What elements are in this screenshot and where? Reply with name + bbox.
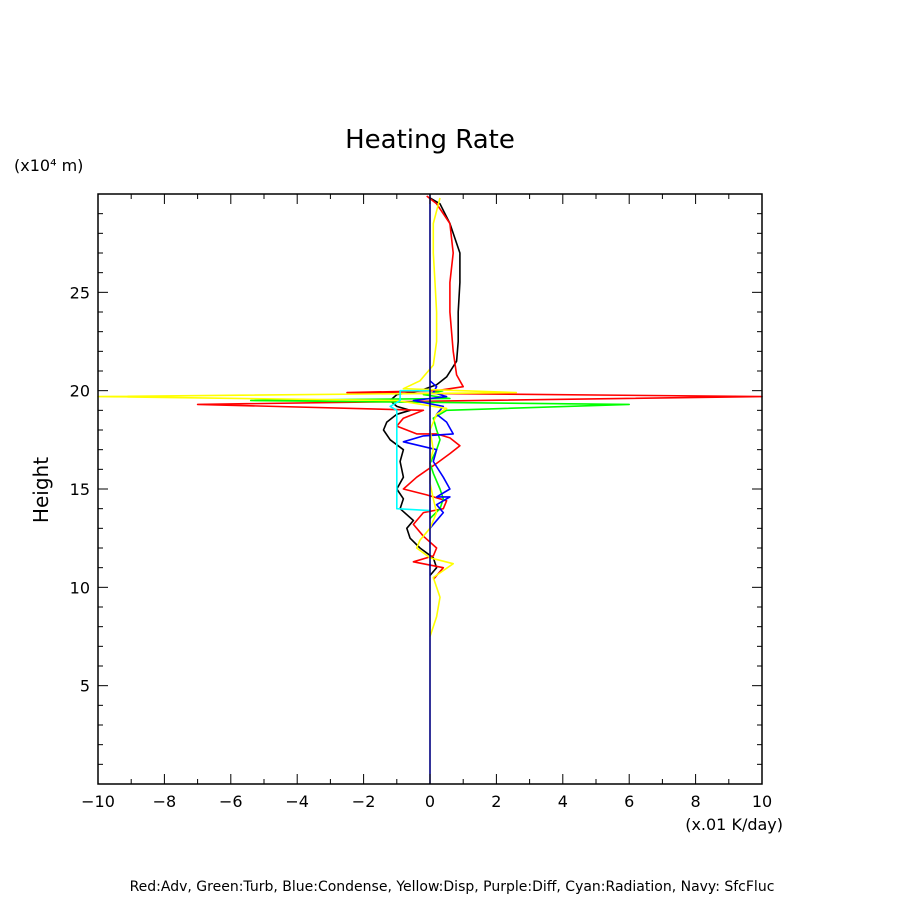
x-tick-label: 6 <box>624 792 634 811</box>
x-tick-label: −2 <box>352 792 376 811</box>
x-tick-label: 4 <box>558 792 568 811</box>
series-line-4 <box>97 197 518 637</box>
series-line-5 <box>389 389 431 512</box>
chart-title: Heating Rate <box>345 125 515 155</box>
ticks-layer: −10 −8 −6 −4 −2 0 2 4 6 8 10 5 10 15 20 25 <box>70 193 772 811</box>
plot-frame <box>97 193 763 785</box>
y-axis-label: Height <box>29 457 53 523</box>
series-line-3 <box>402 380 455 529</box>
x-tick-label: 8 <box>691 792 701 811</box>
y-tick-label: 25 <box>70 283 90 302</box>
x-tick-label: −6 <box>219 792 243 811</box>
x-tick-label: 2 <box>491 792 501 811</box>
y-unit-label: (x10⁴ m) <box>14 156 83 175</box>
series-line-1 <box>196 195 763 581</box>
x-tick-label: −4 <box>285 792 309 811</box>
x-tick-label: −8 <box>153 792 177 811</box>
y-tick-label: 10 <box>70 578 90 597</box>
x-axis-label: (x.01 K/day) <box>685 815 783 834</box>
series-line-0 <box>382 197 461 577</box>
x-tick-label: −10 <box>81 792 115 811</box>
x-tick-label: 10 <box>752 792 772 811</box>
y-tick-label: 5 <box>80 677 90 696</box>
x-tick-label: 0 <box>425 792 435 811</box>
y-tick-label: 20 <box>70 382 90 401</box>
y-tick-label: 15 <box>70 480 90 499</box>
series-layer <box>97 194 763 784</box>
chart-caption: Red:Adv, Green:Turb, Blue:Condense, Yell… <box>130 879 775 895</box>
